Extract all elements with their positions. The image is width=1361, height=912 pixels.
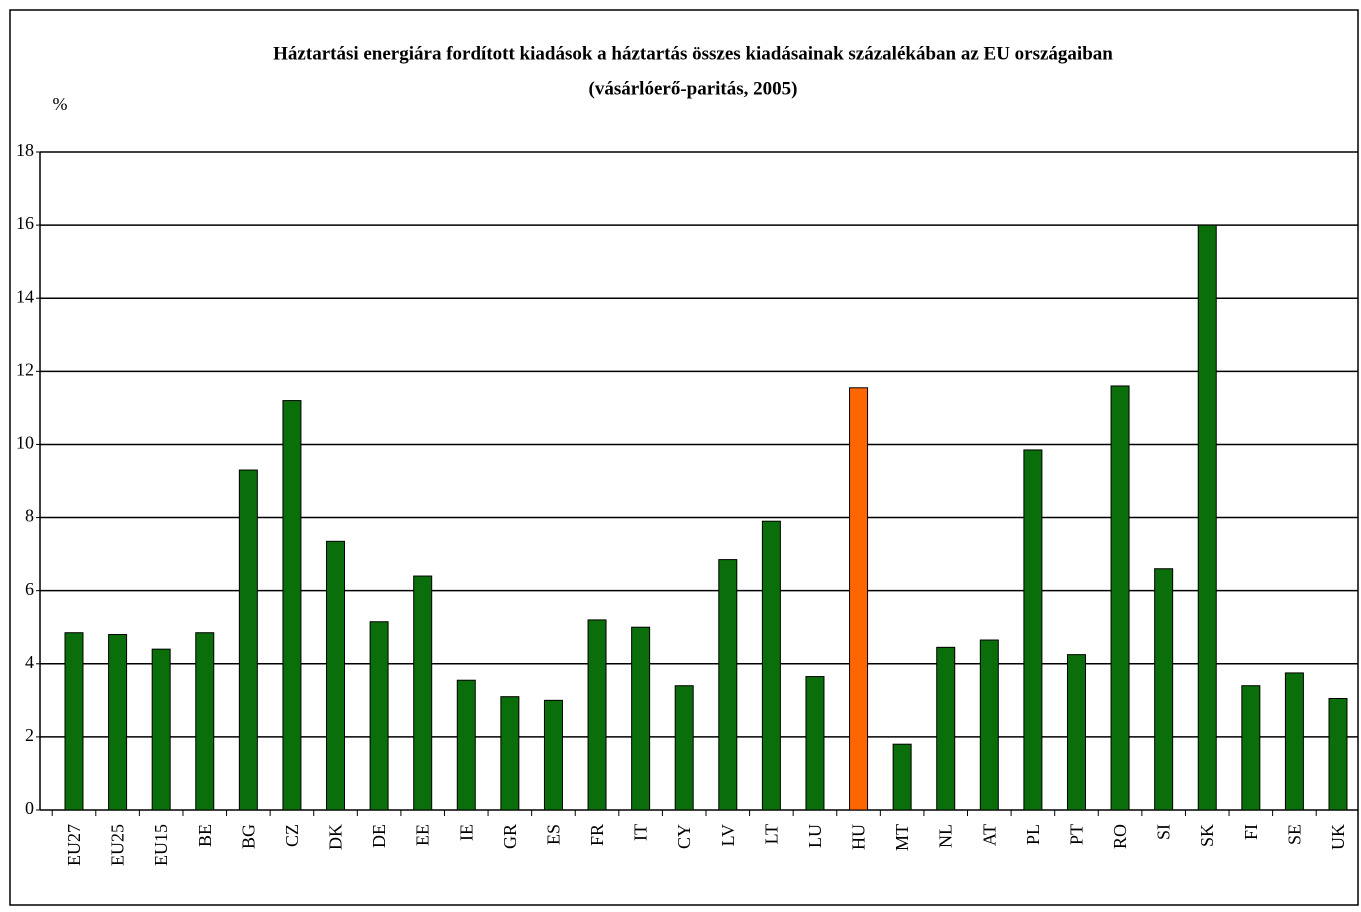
- x-tick-label: RO: [1110, 824, 1130, 849]
- x-tick-label: DK: [326, 824, 346, 850]
- frame: [9, 9, 1359, 906]
- x-tick-label: BG: [238, 824, 258, 849]
- y-tick-label: 14: [16, 286, 34, 306]
- bar: [849, 387, 869, 811]
- x-tick-label: HU: [849, 824, 869, 850]
- bar: [1241, 685, 1261, 811]
- y-tick-label: 2: [25, 725, 34, 745]
- x-tick-label: LV: [718, 824, 738, 846]
- bar: [238, 469, 258, 811]
- bar: [282, 400, 302, 811]
- bar: [936, 646, 956, 811]
- x-tick-label: EU25: [108, 824, 128, 866]
- y-tick-label: 4: [25, 652, 34, 672]
- bar: [674, 685, 694, 811]
- x-tick-label: MT: [892, 824, 912, 851]
- y-tick-label: 10: [16, 433, 34, 453]
- x-tick-label: GR: [500, 824, 520, 849]
- x-tick-label: LT: [761, 824, 781, 844]
- y-tick-label: 8: [25, 506, 34, 526]
- y-tick-label: 6: [25, 579, 34, 599]
- y-tick-label: 18: [16, 140, 34, 160]
- bar: [1110, 385, 1130, 811]
- chart-subtitle: (vásárlóerő-paritás, 2005): [589, 78, 798, 99]
- x-tick-label: SK: [1197, 824, 1217, 847]
- x-tick-label: CZ: [282, 824, 302, 847]
- x-tick-label: DE: [369, 824, 389, 848]
- bar: [195, 632, 215, 811]
- bar: [761, 520, 781, 811]
- bar: [979, 639, 999, 811]
- x-tick-label: UK: [1328, 824, 1348, 850]
- bar: [64, 632, 84, 811]
- y-tick-label: 0: [25, 798, 34, 818]
- bar: [151, 648, 171, 811]
- y-tick-label: 16: [16, 213, 34, 233]
- x-tick-label: PT: [1066, 824, 1086, 845]
- bar: [1154, 568, 1174, 811]
- bar: [369, 621, 389, 811]
- x-tick-label: BE: [195, 824, 215, 847]
- chart-title: Háztartási energiára fordított kiadások …: [273, 43, 1113, 64]
- bar: [543, 699, 563, 811]
- x-tick-label: FR: [587, 824, 607, 846]
- x-tick-label: ES: [543, 824, 563, 845]
- x-tick-label: FI: [1241, 824, 1261, 840]
- bar: [892, 743, 912, 811]
- bar: [1023, 449, 1043, 811]
- x-tick-label: PL: [1023, 824, 1043, 845]
- bar: [805, 676, 825, 811]
- x-tick-label: SE: [1284, 824, 1304, 845]
- bar: [1066, 654, 1086, 811]
- bar: [500, 696, 520, 811]
- bar: [456, 679, 476, 811]
- bar: [631, 626, 651, 811]
- x-tick-label: EU27: [64, 824, 84, 866]
- bar: [1197, 224, 1217, 811]
- bar: [587, 619, 607, 811]
- x-tick-label: EE: [413, 824, 433, 846]
- y-tick-label: 12: [16, 359, 34, 379]
- bar: [1284, 672, 1304, 811]
- x-tick-label: EU15: [151, 824, 171, 866]
- x-tick-label: NL: [936, 824, 956, 848]
- bar: [1328, 698, 1348, 811]
- bar: [413, 575, 433, 811]
- y-axis-label: %: [53, 94, 68, 114]
- bar: [326, 540, 346, 811]
- x-tick-label: SI: [1154, 824, 1174, 840]
- x-tick-label: AT: [979, 824, 999, 846]
- x-tick-label: LU: [805, 824, 825, 848]
- bar: [718, 559, 738, 811]
- bar: [108, 634, 128, 811]
- x-tick-label: IT: [631, 824, 651, 841]
- x-tick-label: IE: [456, 824, 476, 841]
- x-tick-label: CY: [674, 824, 694, 849]
